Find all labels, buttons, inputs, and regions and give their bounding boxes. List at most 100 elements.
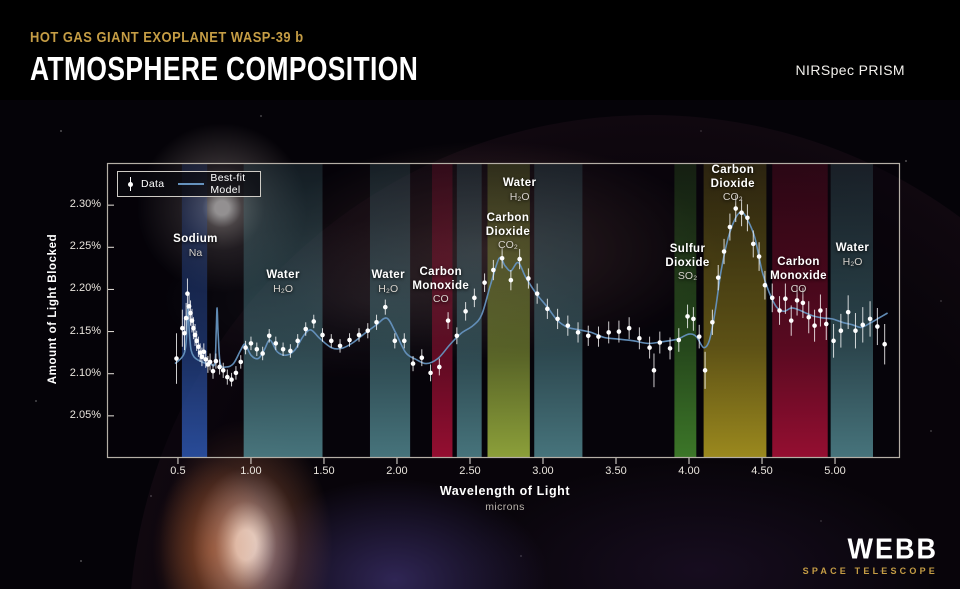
data-point xyxy=(303,326,309,332)
molecule-formula: CO xyxy=(432,293,449,305)
kicker-title: HOT GAS GIANT EXOPLANET WASP-39 b xyxy=(30,29,304,46)
data-point xyxy=(676,337,682,343)
data-point xyxy=(225,374,230,380)
data-point xyxy=(769,295,775,301)
data-point xyxy=(691,316,696,322)
data-point xyxy=(311,319,317,324)
data-point xyxy=(383,304,388,310)
data-point xyxy=(626,325,632,331)
x-tick-label: 2.50 xyxy=(459,465,481,477)
orange-fringe xyxy=(152,460,272,589)
data-point xyxy=(596,334,601,339)
x-tick-label: 1.50 xyxy=(313,465,335,477)
molecule-formula: H₂O xyxy=(378,282,399,295)
y-tick-label: 2.05% xyxy=(69,408,101,421)
data-point xyxy=(606,330,612,335)
y-tick-label: 2.10% xyxy=(69,366,101,379)
x-axis-title: Wavelength of Light xyxy=(439,484,571,498)
data-point xyxy=(831,338,836,344)
x-tick-label: 3.50 xyxy=(605,465,627,477)
purple-glow xyxy=(235,475,555,589)
data-point xyxy=(445,318,451,323)
absorption-band-so2 xyxy=(674,163,697,458)
molecule-formula: H₂O xyxy=(842,255,863,268)
molecule-label-8: Carbon Monoxide CO xyxy=(770,256,827,297)
data-point xyxy=(702,368,708,373)
data-point xyxy=(180,325,185,331)
x-tick-label: 5.00 xyxy=(824,465,846,477)
data-point xyxy=(860,322,866,328)
data-point xyxy=(733,206,739,211)
data-point xyxy=(288,348,293,354)
data-point xyxy=(845,309,851,315)
chart-legend: Data Best-fit Model xyxy=(117,171,261,197)
data-point xyxy=(356,332,362,338)
molecule-name: Water xyxy=(371,269,405,281)
plot-canvas xyxy=(106,162,901,464)
data-point xyxy=(472,295,477,301)
data-point xyxy=(217,364,222,370)
absorption-band-h2o xyxy=(830,163,873,458)
webb-logo-subtitle: SPACE TELESCOPE xyxy=(802,566,938,576)
molecule-name: Sodium xyxy=(173,233,218,245)
data-point xyxy=(454,333,460,339)
legend-model-label: Best-fit Model xyxy=(210,172,246,196)
molecule-label-9: Water H₂O xyxy=(836,242,870,269)
absorption-band-co2 xyxy=(487,163,530,458)
data-point xyxy=(392,338,398,344)
data-point xyxy=(756,254,762,259)
molecule-name: Water xyxy=(266,269,300,281)
data-point xyxy=(347,337,352,343)
data-point xyxy=(867,316,873,322)
data-point xyxy=(499,255,505,261)
model-line-icon xyxy=(178,183,205,185)
data-point xyxy=(508,277,514,283)
data-point xyxy=(882,341,887,347)
data-point xyxy=(203,357,209,362)
molecule-name: Carbon xyxy=(777,256,820,268)
legend-data-label: Data xyxy=(141,178,165,190)
data-point xyxy=(794,298,800,303)
data-point xyxy=(207,359,213,365)
data-point xyxy=(853,328,858,334)
absorption-band-h2o xyxy=(243,163,323,458)
absorption-band-h2o xyxy=(369,163,411,458)
molecule-name: Monoxide xyxy=(770,269,827,282)
data-point xyxy=(243,345,248,350)
data-point xyxy=(183,315,189,321)
data-point xyxy=(616,329,622,334)
molecule-name: Dioxide xyxy=(665,256,710,269)
data-point xyxy=(637,336,642,341)
data-point xyxy=(482,280,487,285)
data-point xyxy=(788,318,794,323)
data-point xyxy=(213,358,219,364)
molecule-name: Sulfur xyxy=(669,243,706,255)
x-tick-label: 0.5 xyxy=(170,465,186,477)
data-point xyxy=(463,309,468,314)
data-point xyxy=(575,330,581,335)
x-tick-label: 2.00 xyxy=(386,465,408,477)
x-tick-label: 1.00 xyxy=(240,465,262,477)
data-point xyxy=(295,338,300,344)
molecule-label-6: Sulfur Dioxide SO₂ xyxy=(665,243,709,284)
data-point xyxy=(374,320,379,325)
molecule-formula: CO₂ xyxy=(722,191,743,203)
molecule-name: Monoxide xyxy=(412,279,470,292)
data-point xyxy=(710,320,715,325)
data-point xyxy=(437,364,442,370)
data-point xyxy=(526,276,531,281)
data-point xyxy=(517,256,522,262)
data-point xyxy=(685,314,690,319)
data-point xyxy=(823,321,829,327)
data-point xyxy=(800,300,806,306)
molecule-formula: SO₂ xyxy=(677,270,698,282)
data-point xyxy=(419,355,425,360)
molecule-formula: H₂O xyxy=(273,282,293,295)
data-point xyxy=(783,296,788,301)
background-stars xyxy=(0,100,2,102)
absorption-band-co xyxy=(432,163,453,458)
y-tick-label: 2.15% xyxy=(69,324,101,337)
data-point xyxy=(254,346,260,352)
molecule-label-1: Water H₂O xyxy=(266,269,300,296)
data-point xyxy=(721,249,727,254)
